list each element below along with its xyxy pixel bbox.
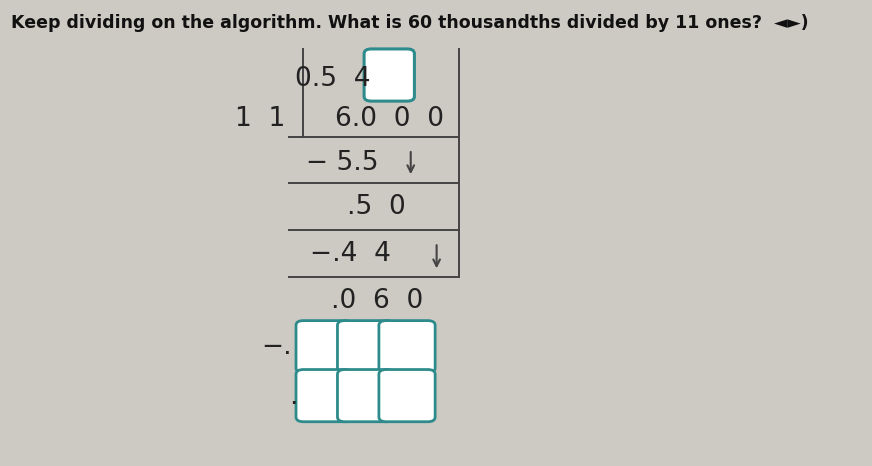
Text: − 5.5: − 5.5: [306, 150, 379, 176]
Text: −.: −.: [262, 334, 292, 360]
Text: .5  0: .5 0: [347, 194, 405, 220]
Text: 6.0  0  0: 6.0 0 0: [335, 106, 444, 132]
Text: Keep dividing on the algorithm. What is 60 thousandths divided by 11 ones?  ◄►): Keep dividing on the algorithm. What is …: [11, 14, 808, 32]
FancyBboxPatch shape: [296, 370, 352, 422]
Text: .0  6  0: .0 6 0: [331, 288, 423, 314]
Text: 1  1: 1 1: [235, 106, 285, 132]
FancyBboxPatch shape: [337, 370, 393, 422]
Text: .: .: [289, 384, 297, 410]
Text: 0.5  4: 0.5 4: [295, 66, 370, 92]
FancyBboxPatch shape: [337, 321, 393, 373]
Text: −.4  4: −.4 4: [310, 241, 391, 267]
FancyBboxPatch shape: [364, 49, 414, 101]
FancyBboxPatch shape: [296, 321, 352, 373]
FancyBboxPatch shape: [379, 321, 435, 373]
FancyBboxPatch shape: [379, 370, 435, 422]
